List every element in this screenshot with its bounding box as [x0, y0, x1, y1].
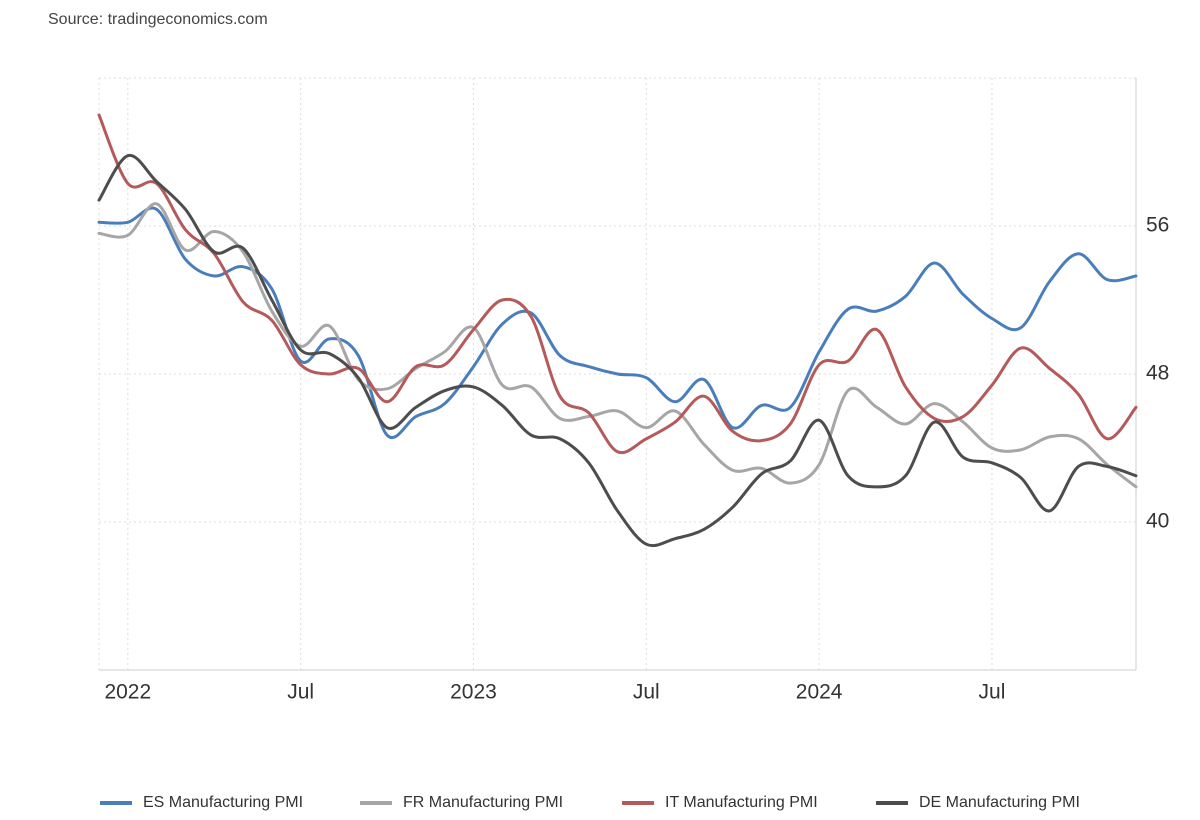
series-line — [97, 154, 1138, 548]
series-line — [97, 202, 1138, 489]
y-tick-label: 48 — [1146, 362, 1169, 385]
series-line — [97, 113, 1138, 455]
x-tick-label: 2023 — [450, 681, 497, 704]
legend-label: FR Manufacturing PMI — [403, 794, 563, 811]
legend-label: DE Manufacturing PMI — [919, 794, 1080, 811]
x-tick-label: 2022 — [104, 681, 151, 704]
x-tick-label: Jul — [979, 681, 1006, 704]
x-tick-label: Jul — [287, 681, 314, 704]
x-tick-label: 2024 — [796, 681, 843, 704]
series-line — [97, 206, 1138, 439]
legend-label: ES Manufacturing PMI — [143, 794, 303, 811]
y-tick-label: 40 — [1146, 510, 1169, 533]
y-tick-label: 56 — [1146, 214, 1169, 237]
source: Source: tradingeconomics.com — [48, 11, 268, 28]
legend-label: IT Manufacturing PMI — [665, 794, 818, 811]
x-tick-label: Jul — [633, 681, 660, 704]
